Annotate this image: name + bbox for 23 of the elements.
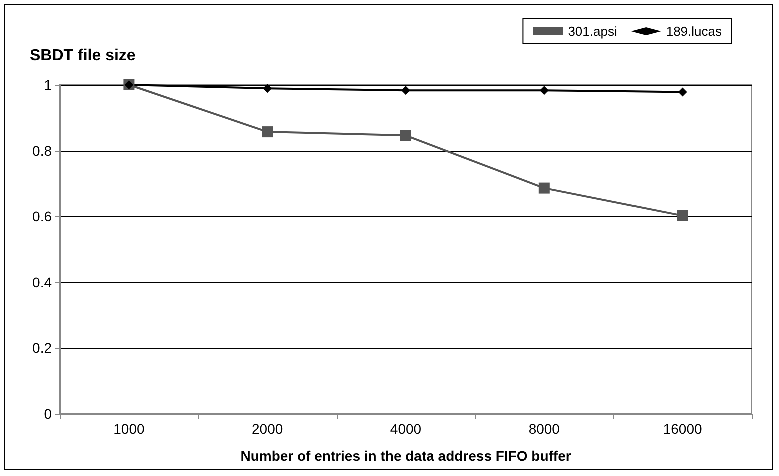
y-tick-label: 0.4 [32,274,52,290]
y-tick-label: 1 [44,77,52,93]
y-tick-label: 0.8 [32,142,52,159]
legend-label: 301.apsi [568,24,618,39]
x-axis-title: Number of entries in the data address FIFO buffer [240,448,572,464]
point [678,88,688,97]
x-tick-label: 4000 [390,421,422,437]
point [400,130,412,142]
y-tick-label: 0 [44,406,52,422]
legend-label: 189.lucas [666,24,722,39]
point [538,182,550,194]
point [263,84,272,94]
x-tick-label: 1000 [114,421,145,437]
y-tick-label: 0.6 [32,208,52,225]
x-tick-label: 8000 [528,421,560,437]
point [262,126,274,138]
x-tick-label: 16000 [663,421,702,437]
point [402,86,410,96]
point [677,210,688,222]
x-tick-label: 2000 [252,421,284,437]
point [540,86,549,96]
chart-title: SBDT file size [30,48,136,64]
y-tick-label: 0.2 [32,340,52,356]
